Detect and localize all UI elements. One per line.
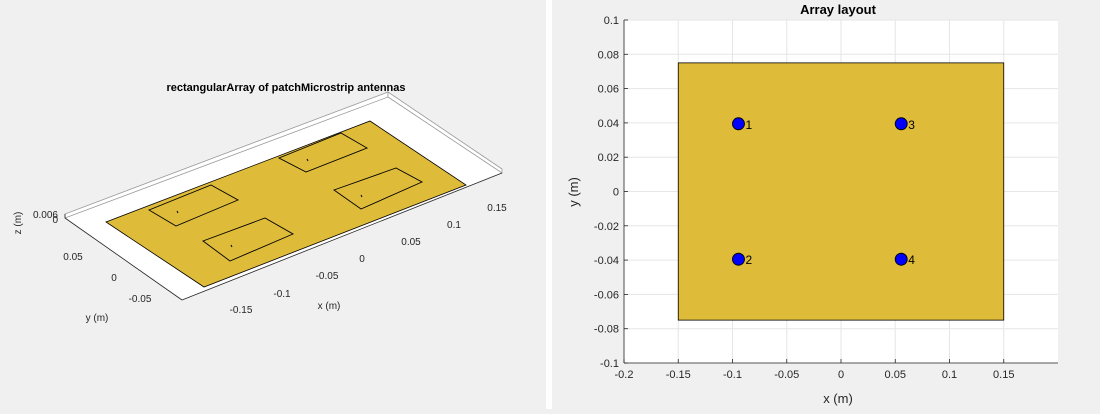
x-axis-label: x (m) bbox=[318, 301, 341, 312]
patch-element bbox=[277, 132, 369, 173]
array-3d-plot: rectangularArray of patchMicrostrip ante… bbox=[13, 82, 508, 324]
element-marker bbox=[732, 252, 745, 266]
patch-element bbox=[202, 217, 295, 262]
y-axis-label: y (m) bbox=[86, 313, 109, 324]
y-tick-label: -0.06 bbox=[594, 289, 619, 301]
x-tick-label: 0.05 bbox=[401, 237, 421, 248]
x-tick-labels: -0.15 -0.1 -0.05 0 0.05 0.1 0.15 bbox=[230, 203, 508, 316]
x-tick-label: 0.15 bbox=[487, 203, 507, 214]
patch-element bbox=[333, 167, 424, 210]
element-marker bbox=[732, 117, 745, 131]
y-tick-label: 0.02 bbox=[598, 152, 619, 164]
feed-point bbox=[176, 210, 179, 214]
plot-title: rectangularArray of patchMicrostrip ante… bbox=[166, 82, 405, 94]
y-tick-label: -0.1 bbox=[600, 358, 619, 370]
x-tick-label: 0.05 bbox=[885, 369, 906, 381]
feed-point bbox=[230, 244, 233, 248]
x-tick-label: -0.1 bbox=[273, 289, 291, 300]
x-tick-label: 0 bbox=[838, 369, 844, 381]
ticks: -0.2 -0.15 -0.1 -0.05 0 0.05 0.1 0.15 0.1 0.08 0.0… bbox=[594, 15, 1015, 381]
y-tick-label: 0 bbox=[613, 187, 619, 199]
x-tick-label: -0.2 bbox=[615, 369, 634, 381]
y-tick-label: -0.02 bbox=[594, 221, 619, 233]
ground-plane bbox=[105, 120, 467, 288]
element-marker bbox=[894, 117, 908, 131]
z-tick-labels: 0 0.006 bbox=[33, 210, 58, 226]
y-tick-labels: -0.05 0 0.05 bbox=[63, 252, 152, 305]
x-tick-label: -0.15 bbox=[666, 369, 691, 381]
patch-antennas bbox=[147, 132, 424, 262]
y-axis-label: y (m) bbox=[566, 177, 581, 207]
feed-point bbox=[360, 194, 363, 198]
array-layout-plot: Array layout -0.2 -0.15 -0.1 -0.05 0 0.05 0.1 0… bbox=[566, 2, 1058, 406]
array-layout-figure: Array layout -0.2 -0.15 -0.1 -0.05 0 0.05 0.1 0… bbox=[552, 0, 1100, 409]
x-tick-label: -0.1 bbox=[723, 369, 742, 381]
x-tick-label: 0.1 bbox=[942, 369, 957, 381]
x-axis-label: x (m) bbox=[823, 391, 853, 406]
y-tick-label: 0.08 bbox=[598, 49, 619, 61]
element-marker bbox=[894, 252, 908, 266]
y-tick-label: 0.04 bbox=[598, 118, 619, 130]
x-tick-label: 0 bbox=[359, 254, 365, 265]
element-label: 1 bbox=[745, 118, 752, 132]
y-tick-label: -0.04 bbox=[594, 255, 619, 267]
feed-point bbox=[306, 158, 309, 162]
figure-divider bbox=[546, 0, 552, 409]
y-tick-label: -0.08 bbox=[594, 324, 619, 336]
x-tick-label: 0.15 bbox=[993, 369, 1014, 381]
plot-title: Array layout bbox=[800, 2, 877, 17]
y-tick-label: -0.05 bbox=[129, 294, 152, 305]
array-3d-figure: rectangularArray of patchMicrostrip ante… bbox=[0, 0, 546, 409]
x-tick-label: -0.05 bbox=[316, 271, 339, 282]
ground-plane bbox=[677, 62, 1005, 321]
y-tick-label: 0 bbox=[111, 273, 117, 284]
z-tick-label: 0.006 bbox=[33, 210, 58, 221]
element-label: 4 bbox=[908, 253, 915, 267]
y-tick-label: 0.05 bbox=[63, 252, 83, 263]
z-axis-label: z (m) bbox=[13, 212, 24, 235]
z-tick-label: 0 bbox=[52, 215, 58, 226]
y-tick-label: 0.06 bbox=[598, 84, 619, 96]
element-markers: 1 2 3 4 bbox=[732, 117, 915, 267]
element-label: 3 bbox=[908, 118, 915, 132]
element-label: 2 bbox=[745, 253, 752, 267]
patch-element bbox=[147, 184, 240, 227]
x-tick-label: -0.15 bbox=[230, 305, 253, 316]
y-tick-label: 0.1 bbox=[604, 15, 619, 27]
x-tick-label: -0.05 bbox=[774, 369, 799, 381]
x-tick-label: 0.1 bbox=[447, 220, 461, 231]
